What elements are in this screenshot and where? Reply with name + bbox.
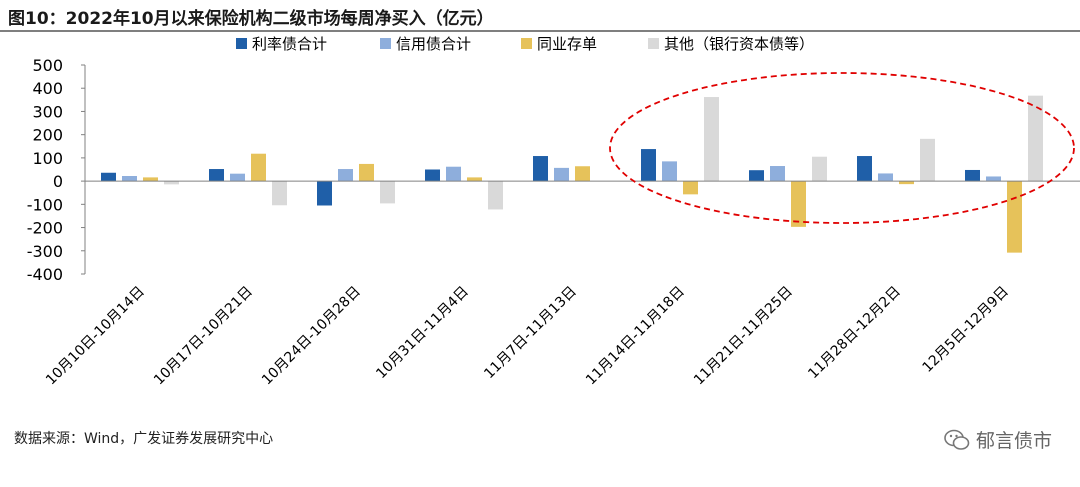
bar-3-3: [359, 163, 374, 182]
figure-title: 图10：2022年10月以来保险机构二级市场每周净买入（亿元）: [8, 9, 494, 29]
legend-swatch: [648, 38, 659, 49]
bar-4-1: [164, 181, 179, 185]
legend-label: 其他（银行资本债等）: [664, 35, 814, 53]
bar-1-7: [749, 170, 764, 182]
chart-legend: 利率债合计 信用债合计 同业存单 其他（银行资本债等）: [236, 35, 814, 53]
x-tick-label: 10月24日-10月28日: [259, 284, 364, 389]
bar-4-6: [704, 97, 719, 182]
legend-swatch: [380, 38, 391, 49]
y-tick-label: 500: [32, 56, 63, 75]
legend-swatch: [521, 38, 532, 49]
y-tick-label: 300: [32, 102, 63, 121]
x-tick-label: 12月5日-12月9日: [920, 284, 1012, 376]
bar-3-1: [143, 177, 158, 182]
bar-1-9: [965, 169, 980, 182]
bar-4-9: [1028, 95, 1043, 182]
bar-1-2: [209, 169, 224, 182]
bar-2-7: [770, 166, 785, 182]
bar-1-1: [101, 172, 116, 182]
bar-3-7: [791, 181, 806, 227]
y-tick-label: 0: [53, 172, 63, 191]
bar-1-4: [425, 169, 440, 182]
bar-4-3: [380, 181, 395, 204]
x-tick-label: 11月14日-11月18日: [583, 284, 688, 389]
bar-2-5: [554, 167, 569, 182]
y-tick-label: 100: [32, 149, 63, 168]
bar-4-4: [488, 181, 503, 210]
x-tick-label: 10月31日-11月4日: [373, 284, 472, 383]
bar-4-2: [272, 181, 287, 206]
watermark: 郁言债市: [944, 426, 1052, 453]
x-tick-label: 11月21日-11月25日: [691, 284, 796, 389]
bar-1-8: [857, 156, 872, 182]
bar-2-4: [446, 166, 461, 182]
highlight-annotation: [609, 72, 1075, 224]
y-tick-label: 200: [32, 126, 63, 145]
legend-label: 同业存单: [537, 35, 597, 53]
bar-1-3: [317, 181, 332, 206]
bar-3-2: [251, 153, 266, 182]
bar-3-8: [899, 181, 914, 185]
y-axis: 500 400 300 200 100 0 -100 -200 -300 -400: [27, 56, 86, 284]
y-tick-label: -400: [27, 265, 63, 284]
bar-3-5: [575, 166, 590, 182]
bar-2-6: [662, 161, 677, 182]
x-tick-label: 11月28日-12月2日: [805, 284, 904, 383]
y-tick-label: -100: [27, 195, 63, 214]
bar-1-5: [533, 156, 548, 182]
bar-2-3: [338, 169, 353, 182]
legend-swatch: [236, 38, 247, 49]
watermark-text: 郁言债市: [975, 430, 1052, 452]
y-tick-label: -300: [27, 242, 63, 261]
bar-4-7: [812, 156, 827, 182]
x-axis-labels: 10月10日-10月14日 10月17日-10月21日 10月24日-10月28日 1…: [43, 284, 1012, 389]
bar-2-8: [878, 173, 893, 182]
x-tick-label: 10月10日-10月14日: [43, 284, 148, 389]
title-divider: [0, 30, 1080, 32]
bar-1-6: [641, 149, 656, 182]
bar-3-6: [683, 181, 698, 195]
bar-4-8: [920, 138, 935, 182]
bar-2-1: [122, 176, 137, 182]
bar-series: [101, 95, 1043, 253]
legend-label: 利率债合计: [252, 35, 327, 53]
y-tick-label: -200: [27, 219, 63, 238]
bar-3-4: [467, 177, 482, 182]
bar-2-9: [986, 176, 1001, 182]
bar-3-9: [1007, 181, 1022, 253]
wechat-icon: [944, 429, 970, 450]
x-tick-label: 11月7日-11月13日: [481, 284, 580, 383]
y-tick-label: 400: [32, 79, 63, 98]
legend-label: 信用债合计: [396, 35, 471, 53]
data-source-note: 数据来源：Wind，广发证券发展研究中心: [14, 431, 274, 447]
x-tick-label: 10月17日-10月21日: [151, 284, 256, 389]
bar-2-2: [230, 173, 245, 182]
highlight-ellipse: [609, 72, 1075, 224]
